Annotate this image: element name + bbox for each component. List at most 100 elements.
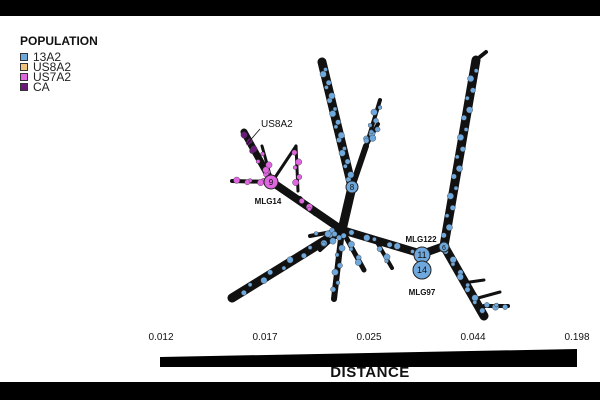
network-node xyxy=(260,151,265,157)
edge xyxy=(227,225,347,303)
network-node xyxy=(377,105,383,110)
network-node xyxy=(332,106,338,112)
network-node xyxy=(470,87,476,94)
network-node xyxy=(292,165,298,170)
network-node xyxy=(260,276,268,284)
network-node xyxy=(384,258,389,264)
network-node xyxy=(324,85,329,90)
msn-figure: POPULATION 13A2 US8A2 US7A2 CA xyxy=(0,16,600,382)
network-node xyxy=(466,106,473,114)
network-node xyxy=(307,206,312,212)
network-node xyxy=(455,154,460,160)
edge xyxy=(439,55,481,251)
network-node xyxy=(342,146,347,151)
edge xyxy=(338,226,426,258)
network-node xyxy=(338,149,346,157)
network-node xyxy=(449,204,456,211)
network-node xyxy=(281,265,287,271)
distance-scale-wedge xyxy=(160,349,577,367)
legend-swatch-ca xyxy=(20,83,28,91)
network-node xyxy=(337,131,345,139)
network-node xyxy=(296,174,303,180)
network-node xyxy=(464,286,471,293)
node-9 xyxy=(263,174,279,190)
legend-swatch-13a2 xyxy=(20,53,28,61)
network-node xyxy=(459,146,466,152)
network-node xyxy=(445,223,453,231)
network-node xyxy=(376,246,383,252)
us8a2-pointer xyxy=(246,128,261,145)
network-node xyxy=(472,300,477,305)
network-node xyxy=(453,185,459,191)
network-node xyxy=(340,232,347,239)
network-node xyxy=(325,79,332,86)
network-node xyxy=(344,158,351,165)
network-node xyxy=(337,262,343,269)
network-node xyxy=(250,145,258,153)
edge xyxy=(476,290,502,300)
legend-item-ca: CA xyxy=(20,81,98,93)
network-node xyxy=(247,282,253,287)
network-node xyxy=(467,75,475,82)
network-node xyxy=(240,131,248,139)
network-node xyxy=(444,213,450,218)
network-node xyxy=(348,229,355,236)
node-9-label: 9 xyxy=(269,178,274,187)
network-node xyxy=(465,95,470,101)
network-node xyxy=(333,124,339,130)
network-node xyxy=(241,289,247,296)
mlg122-annotation: MLG122 xyxy=(405,235,437,244)
node-14-label: 14 xyxy=(417,265,427,275)
network-node xyxy=(335,280,341,285)
network-node xyxy=(363,234,371,242)
network-node xyxy=(455,165,463,173)
network-node xyxy=(474,68,479,73)
network-node xyxy=(348,246,354,252)
network-node xyxy=(307,245,313,250)
network-nodes xyxy=(233,67,508,314)
node-6-label: 6 xyxy=(442,245,446,252)
network-node xyxy=(347,171,355,179)
network-node xyxy=(233,176,241,184)
node-11-label: 11 xyxy=(417,250,426,260)
network-node xyxy=(330,286,336,293)
network-node xyxy=(372,237,377,242)
legend-item-us8a2: US8A2 xyxy=(20,61,98,73)
node-8 xyxy=(345,180,359,194)
legend-item-us7a2: US7A2 xyxy=(20,70,98,84)
network-node xyxy=(447,192,454,200)
network-node xyxy=(329,237,337,245)
network-node xyxy=(257,179,264,187)
network-node xyxy=(319,70,327,78)
network-node xyxy=(265,161,273,169)
network-node xyxy=(450,261,456,267)
network-node xyxy=(292,179,300,186)
network-node xyxy=(461,115,467,121)
network-node xyxy=(367,123,373,128)
legend-swatch-us8a2 xyxy=(20,63,28,71)
network-node xyxy=(291,149,298,156)
legend-label-us7a2: US7A2 xyxy=(33,70,72,84)
network-node xyxy=(323,67,328,72)
minimum-spanning-network: 9 8 11 14 6 US8A2 MLG14 MLG122 MLG97 xyxy=(160,50,577,367)
network-node xyxy=(313,231,319,236)
network-node xyxy=(347,240,355,248)
legend-label-13a2: 13A2 xyxy=(33,50,62,64)
network-node xyxy=(456,273,464,281)
network-node xyxy=(244,179,251,186)
node-14 xyxy=(412,260,432,280)
edge xyxy=(349,143,369,190)
edge xyxy=(337,182,357,235)
network-node xyxy=(334,252,340,258)
network-node xyxy=(363,137,370,144)
edge xyxy=(474,50,488,62)
mlg97-annotation: MLG97 xyxy=(409,288,436,297)
network-node xyxy=(369,129,374,135)
labeled-nodes: 9 8 11 14 6 xyxy=(263,174,450,280)
network-node xyxy=(262,166,270,174)
network-node xyxy=(374,126,381,133)
network-node xyxy=(321,241,326,247)
edge xyxy=(468,278,486,284)
network-node xyxy=(369,134,377,142)
network-node xyxy=(255,159,261,164)
